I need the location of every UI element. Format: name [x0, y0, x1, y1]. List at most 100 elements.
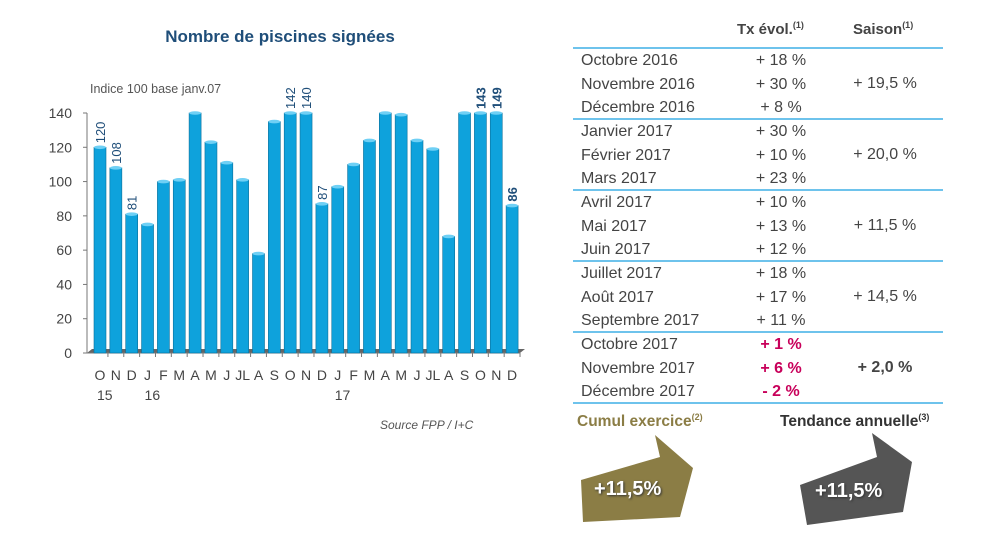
- data-label: 149: [489, 87, 504, 109]
- month-label: Septembre 2017: [581, 312, 700, 329]
- data-label: 87: [315, 185, 330, 199]
- y-tick-label: 20: [56, 311, 72, 327]
- table-row: Novembre 2016 + 30 %: [581, 76, 941, 99]
- bar-top: [442, 234, 455, 239]
- bar: [157, 181, 170, 354]
- month-label: Mars 2017: [581, 170, 657, 187]
- saison-value: + 11,5 %: [853, 217, 917, 234]
- bar: [109, 167, 123, 354]
- x-tick-label: A: [254, 367, 264, 383]
- month-label: Février 2017: [581, 146, 671, 164]
- month-label: Avril 2017: [581, 194, 652, 211]
- x-tick-label: JL: [425, 367, 440, 383]
- bar: [283, 112, 297, 354]
- bar-top: [157, 179, 170, 184]
- tx-evol-value: + 13 %: [755, 217, 807, 235]
- bar-top: [395, 112, 408, 117]
- bar: [204, 141, 218, 354]
- data-label: 143: [473, 87, 488, 109]
- bar: [378, 112, 392, 354]
- x-tick-label: D: [127, 367, 137, 383]
- table-row: Octobre 2017 + 1 %: [581, 336, 941, 359]
- tx-evol-value: + 18 %: [755, 265, 807, 282]
- bar: [188, 112, 202, 354]
- tx-evol-value: + 12 %: [755, 241, 807, 258]
- bar: [331, 186, 345, 354]
- tx-evol-value: + 10 %: [755, 146, 807, 164]
- bar-top: [252, 251, 265, 256]
- bar-top: [490, 111, 503, 115]
- x-tick-label: S: [270, 367, 279, 383]
- x-tick-label: J: [334, 367, 341, 383]
- bar-top: [220, 160, 233, 165]
- tx-evol-value: + 23 %: [755, 170, 807, 187]
- table-row: Octobre 2016 + 18 %: [581, 52, 941, 75]
- bar: [315, 203, 329, 354]
- bar-top: [268, 119, 281, 124]
- tx-evol-value: + 30 %: [755, 123, 807, 140]
- bar-top: [125, 212, 138, 216]
- tx-evol-value: + 30 %: [755, 75, 807, 93]
- data-label: 120: [93, 122, 108, 144]
- bar-top: [173, 178, 186, 182]
- group-divider: [573, 260, 943, 262]
- bar: [141, 224, 154, 354]
- table-row: Septembre 2017 + 11 %: [581, 312, 941, 335]
- x-tick-label: J: [414, 367, 421, 383]
- table-row: Décembre 2017 - 2 %: [581, 383, 941, 406]
- bar-top: [426, 147, 439, 151]
- tx-evol-value: - 2 %: [762, 383, 800, 400]
- month-label: Novembre 2016: [581, 75, 695, 93]
- cumul-label: Cumul exercice(2): [577, 412, 703, 431]
- chart-source: Source FPP / I+C: [380, 418, 474, 432]
- bar: [410, 140, 424, 354]
- saison-value: + 2,0 %: [857, 359, 913, 376]
- bar: [236, 179, 249, 354]
- y-tick-label: 140: [49, 105, 73, 121]
- bar: [363, 140, 376, 354]
- table-row: Mai 2017 + 13 %: [581, 218, 941, 241]
- x-tick-label: D: [317, 367, 327, 383]
- bar-top: [236, 178, 249, 182]
- bar-top: [474, 111, 487, 115]
- month-label: Janvier 2017: [581, 123, 673, 140]
- bar: [220, 162, 234, 354]
- table-row: Décembre 2016 + 8 %: [581, 99, 941, 122]
- x-tick-label: S: [460, 367, 469, 383]
- bar: [426, 148, 440, 354]
- data-label: 86: [505, 187, 520, 201]
- bar-top: [411, 138, 423, 143]
- table-row: Février 2017 + 10 %: [581, 147, 941, 170]
- x-tick-label: N: [301, 367, 311, 383]
- chart-title: Nombre de piscines signées: [165, 27, 395, 46]
- bar-top: [284, 111, 297, 115]
- month-label: Mai 2017: [581, 217, 647, 235]
- tx-evol-value: + 8 %: [760, 99, 802, 116]
- tx-evol-value: + 10 %: [755, 194, 807, 211]
- month-label: Octobre 2017: [581, 336, 678, 353]
- bar: [347, 164, 360, 354]
- bar-top: [331, 184, 344, 189]
- x-tick-label: F: [159, 367, 168, 383]
- x-tick-label: O: [285, 367, 296, 383]
- y-tick-label: 120: [49, 139, 73, 155]
- x-tick-label: M: [364, 367, 376, 383]
- bar-top: [204, 140, 217, 144]
- bar: [299, 112, 313, 354]
- saison-value: + 14,5 %: [853, 288, 917, 305]
- y-tick-label: 40: [56, 276, 72, 292]
- bar: [268, 121, 281, 354]
- table-row: Juillet 2017 + 18 %: [581, 265, 941, 288]
- x-tick-label: A: [381, 367, 391, 383]
- group-divider: [573, 47, 943, 49]
- x-tick-label: M: [173, 367, 185, 383]
- tendance-label: Tendance annuelle(3): [780, 412, 930, 431]
- month-label: Octobre 2016: [581, 52, 678, 69]
- x-tick-label: D: [507, 367, 517, 383]
- year-label: 16: [145, 387, 161, 403]
- x-tick-label: M: [205, 367, 217, 383]
- x-tick-label: N: [111, 367, 121, 383]
- x-tick-label: J: [223, 367, 230, 383]
- tx-evol-value: + 1 %: [760, 336, 802, 353]
